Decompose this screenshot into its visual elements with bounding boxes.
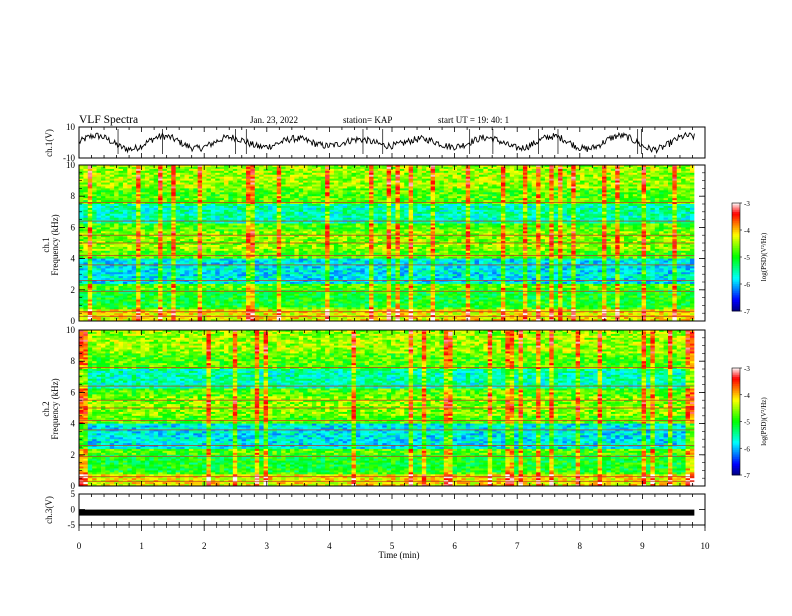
vlf-figure-svg: VLF Spectra Jan. 23, 2022 station= KAP s…: [0, 0, 792, 612]
ch1-waveform-line: [79, 133, 694, 153]
vlf-figure: VLF Spectra Jan. 23, 2022 station= KAP s…: [0, 0, 792, 612]
y-tick-label: 10: [66, 122, 76, 132]
station-label: station= KAP: [343, 115, 392, 125]
start-time-label: start UT = 19: 40: 1: [438, 115, 509, 125]
figure-title: VLF Spectra: [79, 114, 138, 126]
ch1-waveform-panel: 10-10: [63, 122, 705, 163]
date-label: Jan. 23, 2022: [250, 115, 298, 125]
